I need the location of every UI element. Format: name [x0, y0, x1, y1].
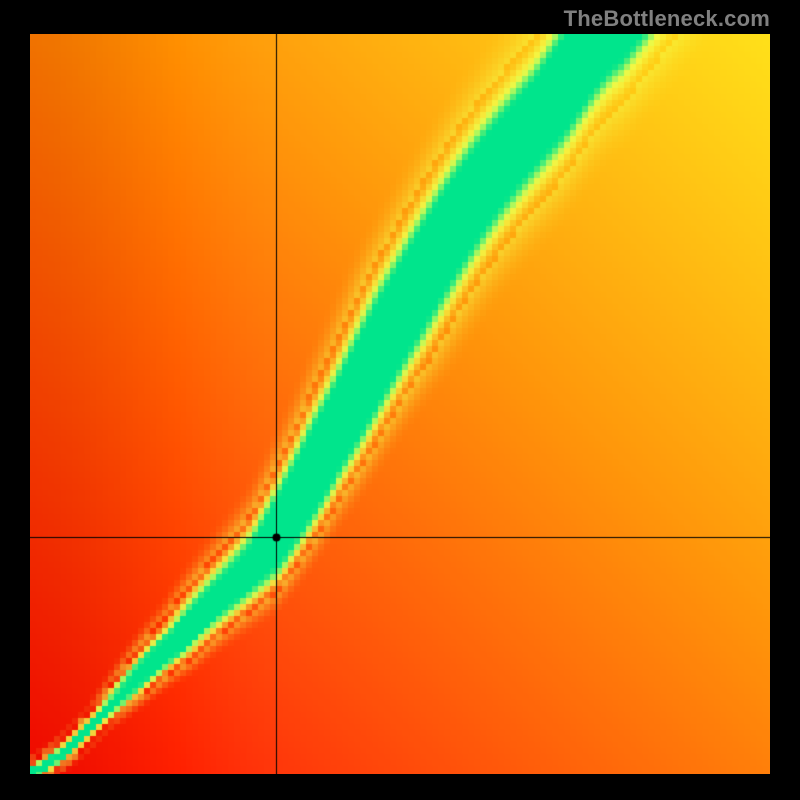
heatmap-canvas — [30, 34, 770, 774]
watermark-text: TheBottleneck.com — [564, 6, 770, 32]
figure-container: TheBottleneck.com — [0, 0, 800, 800]
